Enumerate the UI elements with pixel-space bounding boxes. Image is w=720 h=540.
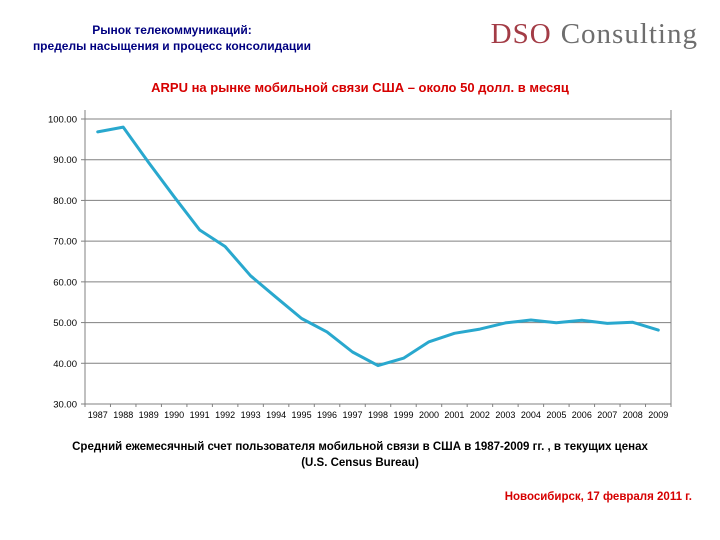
x-axis-label: 1995: [292, 410, 312, 420]
y-axis-label: 100.00: [48, 115, 77, 126]
slide-header: Рынок телекоммуникаций: пределы насыщени…: [6, 22, 338, 54]
x-axis-label: 2006: [572, 410, 592, 420]
x-axis-label: 1987: [88, 410, 108, 420]
x-axis-label: 2002: [470, 410, 490, 420]
x-axis-label: 2008: [623, 410, 643, 420]
y-axis-label: 90.00: [53, 155, 77, 166]
x-axis-label: 1999: [393, 410, 413, 420]
header-line2: пределы насыщения и процесс консолидации: [32, 39, 312, 53]
chart-caption: Средний ежемесячный счет пользователя мо…: [0, 439, 720, 471]
x-axis-label: 1997: [343, 410, 363, 420]
arpu-series-line: [96, 125, 660, 368]
caption-line2: (U.S. Census Bureau): [301, 457, 419, 469]
x-axis-label: 1996: [317, 410, 337, 420]
x-axis-label: 1993: [241, 410, 261, 420]
x-axis-label: 1991: [190, 410, 210, 420]
x-axis-label: 2009: [648, 410, 668, 420]
x-axis-label: 1988: [113, 410, 133, 420]
y-axis-label: 70.00: [53, 237, 77, 248]
x-axis-label: 2004: [521, 410, 541, 420]
x-axis-label: 1989: [139, 410, 159, 420]
logo-dso-text: DSO: [490, 18, 552, 50]
x-axis-label: 2005: [546, 410, 566, 420]
header-line1: Рынок телекоммуникаций:: [92, 23, 252, 37]
x-axis-label: 2003: [495, 410, 515, 420]
x-axis-label: 1994: [266, 410, 286, 420]
x-axis-label: 1990: [164, 410, 184, 420]
chart-title: ARPU на рынке мобильной связи США – окол…: [151, 80, 569, 95]
x-axis-label: 2000: [419, 410, 439, 420]
logo-consulting-text: Consulting: [560, 18, 698, 50]
y-axis-label: 40.00: [53, 359, 77, 370]
x-axis-label: 1992: [215, 410, 235, 420]
company-logo: DSO Consulting: [491, 18, 698, 51]
x-axis-label: 1998: [368, 410, 388, 420]
y-axis-label: 80.00: [53, 196, 77, 207]
x-axis-label: 2007: [597, 410, 617, 420]
y-axis-label: 30.00: [53, 400, 77, 411]
y-axis-label: 60.00: [53, 277, 77, 288]
x-axis-label: 2001: [444, 410, 464, 420]
caption-line1: Средний ежемесячный счет пользователя мо…: [72, 441, 648, 453]
y-axis-label: 50.00: [53, 318, 77, 329]
footer-date: Новосибирск, 17 февраля 2011 г.: [504, 491, 692, 503]
